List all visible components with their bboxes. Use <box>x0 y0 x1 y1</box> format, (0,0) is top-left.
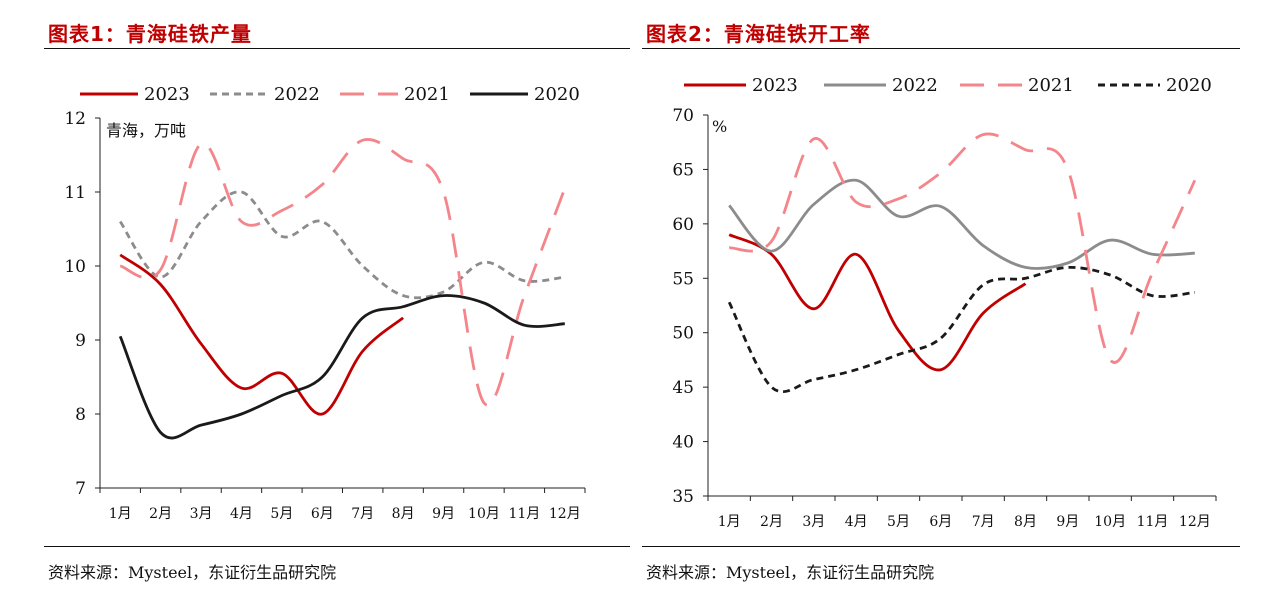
y-tick-label: 65 <box>672 160 694 180</box>
legend-label-2022: 2022 <box>892 75 938 96</box>
series-line-2021 <box>728 132 1197 364</box>
x-tick-label: 4月 <box>845 514 868 530</box>
title-rule <box>44 48 630 49</box>
y-tick-label: 35 <box>672 487 694 507</box>
series-line-2020 <box>727 265 1195 394</box>
y-axis-label: 青海，万吨 <box>106 121 186 140</box>
x-tick-label: 3月 <box>190 506 213 522</box>
x-tick-label: 12月 <box>1179 514 1211 530</box>
legend-label-2020: 2020 <box>534 84 580 105</box>
y-tick-label: 50 <box>672 324 694 344</box>
x-tick-label: 1月 <box>718 514 741 530</box>
x-tick-label: 11月 <box>1137 514 1169 530</box>
y-tick-label: 40 <box>672 433 694 453</box>
x-tick-label: 9月 <box>432 506 455 522</box>
production-line-chart: 7 8 9 10 11 12 1月 2月 3月 4月 5月 6月 7月 8月 9月 10月 11月 12月 青海，万… <box>64 84 586 522</box>
legend-label-2020: 2020 <box>1166 75 1212 96</box>
y-tick-label: 60 <box>672 215 694 235</box>
chart-panel-production: 图表1：青海硅铁产量 7 8 9 10 11 12 1月 2月 3月 4月 5月 6月 7月 8月 9月 10… <box>0 0 630 599</box>
y-tick-label: 45 <box>672 378 694 398</box>
utilization-line-chart: 35 40 45 50 55 60 65 70 1月 2月 3月 4月 5月 6月 7月 8月 9月 10月 11月… <box>672 75 1217 530</box>
legend-label-2023: 2023 <box>752 75 798 96</box>
y-tick-label: 12 <box>64 109 86 129</box>
legend-label-2023: 2023 <box>144 84 190 105</box>
y-tick-label: 9 <box>75 331 86 351</box>
x-tick-label: 7月 <box>972 514 995 530</box>
y-axis-label: % <box>712 117 727 136</box>
x-tick-label: 4月 <box>230 506 253 522</box>
source-rule <box>44 546 630 547</box>
series-line-2023 <box>728 233 1027 372</box>
legend-label-2022: 2022 <box>274 84 320 105</box>
y-tick-label: 10 <box>64 257 86 277</box>
x-tick-label: 2月 <box>149 506 172 522</box>
x-tick-label: 2月 <box>760 514 783 530</box>
x-tick-label: 6月 <box>929 514 952 530</box>
x-tick-label: 5月 <box>887 514 910 530</box>
x-tick-label: 9月 <box>1056 514 1079 530</box>
x-tick-label: 8月 <box>392 506 415 522</box>
chart-panel-utilization: 图表2：青海硅铁开工率 35 40 45 50 55 60 65 70 1月 2月 3月 4月 5月 6月… <box>640 0 1280 599</box>
x-tick-label: 8月 <box>1014 514 1037 530</box>
y-tick-label: 8 <box>75 405 86 425</box>
source-note: 资料来源：Mysteel，东证衍生品研究院 <box>48 563 337 582</box>
y-tick-label: 11 <box>64 183 86 203</box>
x-tick-label: 6月 <box>311 506 334 522</box>
x-tick-label: 7月 <box>351 506 374 522</box>
x-tick-label: 12月 <box>549 506 581 522</box>
chart-title: 图表2：青海硅铁开工率 <box>646 22 871 46</box>
legend-label-2021: 2021 <box>404 84 450 105</box>
y-tick-label: 55 <box>672 269 694 289</box>
x-tick-label: 1月 <box>109 506 132 522</box>
x-tick-label: 10月 <box>1094 514 1126 530</box>
x-tick-label: 11月 <box>508 506 540 522</box>
series-line-2020 <box>118 294 565 440</box>
source-note: 资料来源：Mysteel，东证衍生品研究院 <box>646 563 935 582</box>
x-tick-label: 10月 <box>468 506 500 522</box>
series-line-2022 <box>728 178 1195 270</box>
title-rule <box>642 48 1240 49</box>
series-line-2023 <box>119 253 404 416</box>
source-rule <box>642 546 1240 547</box>
x-tick-label: 3月 <box>802 514 825 530</box>
y-tick-label: 7 <box>75 479 86 499</box>
series-line-2022 <box>119 190 565 300</box>
x-tick-label: 5月 <box>270 506 293 522</box>
y-tick-label: 70 <box>672 106 694 126</box>
chart-title: 图表1：青海硅铁产量 <box>48 22 252 46</box>
legend-label-2021: 2021 <box>1028 75 1074 96</box>
series-line-2021 <box>119 138 567 407</box>
